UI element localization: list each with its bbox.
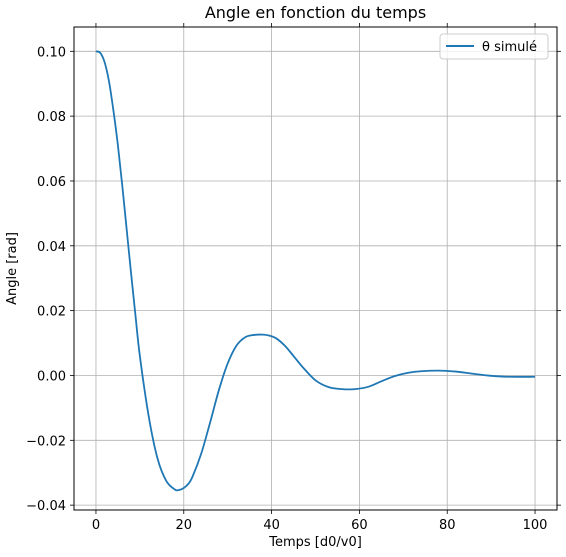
x-axis-label: Temps [d0/v0] [268, 535, 362, 550]
legend: θ simulé [439, 33, 549, 60]
y-tick-label: 0.08 [37, 110, 66, 125]
plot-frame [73, 26, 558, 511]
y-tick-label: −0.04 [26, 499, 66, 514]
series-line [95, 50, 536, 492]
x-tick-label: 0 [92, 518, 100, 533]
ticks: 0 20 40 60 80 100 −0.04 −0.02 0.00 0.02 0.04 0.06 0.… [26, 23, 561, 533]
chart-title: Angle en fonction du temps [205, 3, 426, 22]
legend-box [439, 33, 549, 60]
y-tick-label: 0.10 [37, 45, 66, 60]
y-tick-label: 0.00 [37, 369, 66, 384]
y-tick-label: 0.04 [37, 240, 66, 255]
x-tick-label: 20 [175, 518, 192, 533]
y-axis-label: Angle [rad] [5, 232, 20, 305]
x-tick-label: 40 [263, 518, 280, 533]
y-tick-label: 0.06 [37, 175, 66, 190]
y-tick-label: −0.02 [26, 434, 66, 449]
y-tick-label: 0.02 [37, 305, 66, 320]
legend-label: θ simulé [482, 40, 537, 55]
x-tick-label: 100 [523, 518, 548, 533]
x-tick-label: 80 [439, 518, 456, 533]
x-tick-label: 60 [351, 518, 368, 533]
series-layer [95, 50, 536, 492]
